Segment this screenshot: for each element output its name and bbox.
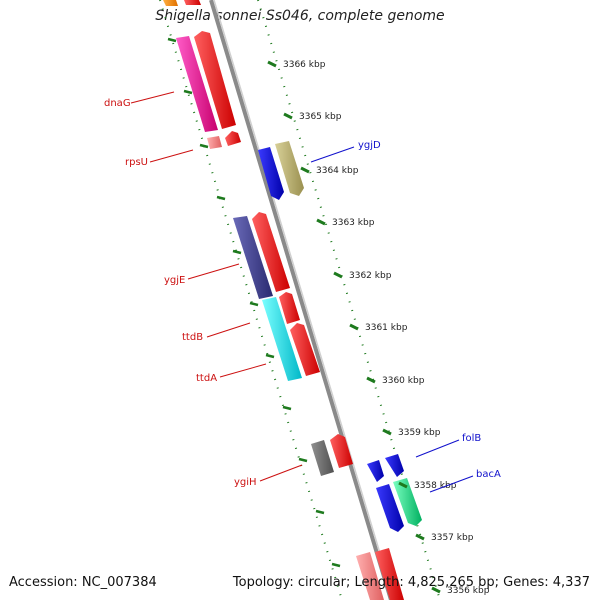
- gene-ygiH: [311, 440, 334, 476]
- reverse-strand-guide: [159, 0, 343, 600]
- gene-label-ygjD: ygjD: [358, 140, 381, 151]
- tick-label: 3361 kbp: [365, 323, 408, 333]
- gene-label-ttdA: ttdA: [196, 373, 217, 384]
- gene-bottom-red: [375, 548, 404, 600]
- gene-dnaG: [176, 36, 218, 132]
- gene-ttdA: [290, 323, 320, 376]
- tick-mark: [316, 218, 326, 226]
- gene-ttdB: [262, 297, 302, 381]
- map-title: Shigella sonnei Ss046, complete genome: [155, 8, 445, 24]
- label-leader-line: [415, 439, 460, 458]
- gene-bottom-pink: [356, 552, 384, 600]
- tick-mark: [300, 166, 310, 174]
- tick-label: 3363 kbp: [332, 218, 375, 228]
- inner-tick-mark: [216, 195, 226, 201]
- inner-tick-mark: [199, 143, 209, 149]
- gene-label-ygiH: ygiH: [234, 477, 257, 488]
- inner-tick-mark: [315, 509, 325, 515]
- label-leader-line: [130, 91, 175, 104]
- inner-tick-mark: [331, 562, 341, 568]
- gene-label-dnaG: dnaG: [104, 98, 131, 109]
- tick-label: 3364 kbp: [316, 166, 359, 176]
- label-leader-line: [187, 263, 240, 280]
- gene-label-rpsU: rpsU: [125, 157, 148, 168]
- gene-ygjD: [258, 147, 284, 200]
- gene-top-orange: [163, 0, 178, 6]
- tick-mark: [333, 271, 343, 279]
- tick-mark: [349, 323, 359, 331]
- label-leader-line: [310, 146, 355, 163]
- gene-red-5: [330, 434, 353, 468]
- inner-tick-mark: [232, 249, 242, 255]
- inner-tick-mark: [183, 89, 193, 95]
- gene-label-ygjE: ygjE: [164, 275, 185, 286]
- gene-khaki: [275, 141, 304, 196]
- genome-backbone: [209, 0, 393, 600]
- gene-label-folB: folB: [462, 433, 481, 444]
- label-leader-line: [206, 322, 251, 338]
- tick-mark: [415, 533, 425, 541]
- label-leader-line: [429, 475, 474, 493]
- gene-rpsU: [207, 136, 222, 149]
- tick-mark: [382, 428, 392, 436]
- tick-label: 3358 kbp: [414, 481, 457, 491]
- tick-mark: [366, 376, 376, 384]
- gene-label-bacA: bacA: [476, 469, 501, 480]
- tick-label: 3362 kbp: [349, 271, 392, 281]
- gene-label-group: dnaG rpsU ygjD ygjE ttdB ttdA folB bacA ygiH: [104, 91, 501, 493]
- gene-label-ttdB: ttdB: [182, 332, 203, 343]
- gene-red-2: [225, 131, 241, 146]
- inner-tick-mark: [249, 301, 259, 307]
- gene-red-1: [194, 31, 236, 129]
- inner-tick-mark: [167, 37, 177, 43]
- inner-tick-mark: [282, 405, 292, 411]
- inner-tick-group: [167, 37, 341, 568]
- genome-backbone-shadow: [213, 0, 395, 600]
- label-leader-line: [259, 464, 303, 482]
- gene-folB: [367, 460, 384, 482]
- gene-blue-small: [385, 454, 404, 477]
- tick-mark: [431, 586, 441, 594]
- gene-top-red: [184, 0, 201, 5]
- tick-mark: [267, 60, 277, 68]
- gene-red-3: [252, 212, 290, 292]
- tick-label: 3357 kbp: [431, 533, 474, 543]
- tick-group: 3366 kbp 3365 kbp 3364 kbp 3363 kbp 3362 kbp…: [267, 60, 490, 596]
- tick-label: 3356 kbp: [447, 586, 490, 596]
- tick-label: 3366 kbp: [283, 60, 326, 70]
- label-leader-line: [149, 149, 194, 163]
- inner-tick-mark: [265, 353, 275, 359]
- tick-mark: [283, 112, 293, 120]
- tick-label: 3360 kbp: [382, 376, 425, 386]
- tick-mark: [398, 481, 408, 489]
- gene-red-4: [279, 292, 300, 324]
- gene-bacA: [393, 478, 422, 526]
- tick-label: 3365 kbp: [299, 112, 342, 122]
- gene-ygjE: [233, 216, 273, 299]
- inner-tick-mark: [298, 457, 308, 463]
- genome-summary-text: Topology: circular; Length: 4,825,265 bp…: [232, 575, 590, 590]
- label-leader-line: [219, 363, 267, 378]
- accession-text: Accession: NC_007384: [9, 575, 157, 590]
- gene-blue-large: [376, 484, 404, 532]
- tick-label: 3359 kbp: [398, 428, 441, 438]
